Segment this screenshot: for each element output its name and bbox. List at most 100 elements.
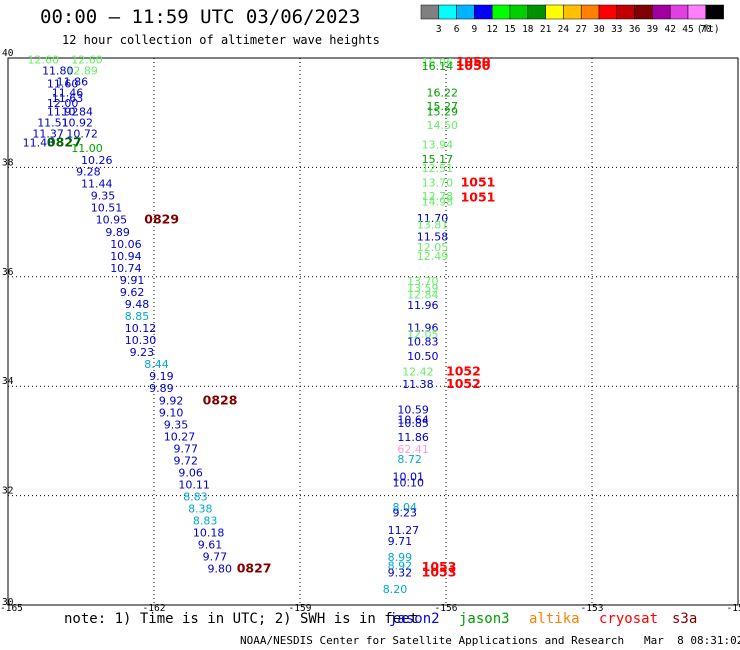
y-tick-label: 34 bbox=[2, 376, 14, 387]
wave-height-label: 9.48 bbox=[125, 298, 150, 311]
wave-height-label: 10.06 bbox=[110, 238, 142, 251]
wave-height-label: 9.62 bbox=[120, 286, 145, 299]
wave-height-label: 11.80 bbox=[42, 64, 74, 77]
wave-height-label: 9.23 bbox=[130, 346, 155, 359]
wave-height-label: 9.32 bbox=[388, 567, 413, 580]
color-tick-label: 18 bbox=[522, 24, 534, 35]
wave-height-label: 8.83 bbox=[183, 491, 208, 504]
wave-height-label: 12.60 bbox=[27, 53, 59, 66]
wave-height-label: 9.35 bbox=[91, 190, 116, 203]
wave-height-label: 10.11 bbox=[178, 478, 210, 491]
color-tick-label: 21 bbox=[540, 24, 552, 35]
wave-height-label: 10.74 bbox=[110, 262, 142, 275]
wave-height-label: 62.41 bbox=[397, 443, 429, 456]
wave-height-label: 11.96 bbox=[407, 299, 439, 312]
wave-height-label: 12.78 bbox=[422, 190, 454, 203]
wave-height-label: 11.48 bbox=[23, 137, 54, 150]
wave-height-label: 8.72 bbox=[397, 453, 422, 466]
wave-height-label: 11.60 bbox=[47, 78, 79, 91]
plot-frame bbox=[7, 57, 739, 606]
y-tick-label: 40 bbox=[2, 48, 14, 59]
pass-time-label: 0829 bbox=[144, 212, 179, 227]
color-tick-label: 6 bbox=[454, 24, 460, 35]
wave-height-label: 11.86 bbox=[397, 431, 429, 444]
x-tick-label: -150 bbox=[727, 603, 740, 614]
wave-height-label: 12.42 bbox=[402, 365, 434, 378]
pass-time-label: 0827 bbox=[237, 561, 272, 576]
pass-time-label: 0828 bbox=[203, 392, 238, 407]
wave-height-label: 12.51 bbox=[422, 162, 454, 175]
wave-height-label: 11.37 bbox=[32, 127, 64, 140]
color-tick-label: 24 bbox=[558, 24, 570, 35]
page-subtitle: 12 hour collection of altimeter wave hei… bbox=[62, 33, 380, 47]
wave-height-label: 9.10 bbox=[159, 406, 184, 419]
wave-height-label: 10.59 bbox=[397, 404, 429, 417]
pass-time-label: 1050 bbox=[456, 54, 491, 69]
wave-height-label: 9.80 bbox=[208, 563, 233, 576]
wave-height-label: 8.44 bbox=[144, 358, 169, 371]
wave-height-label: 11.51 bbox=[37, 116, 68, 129]
color-tick-label: 15 bbox=[504, 24, 515, 35]
pass-time-label: 1053 bbox=[422, 559, 457, 574]
wave-height-label: 14.50 bbox=[427, 119, 459, 132]
legend-jason2: jason2 bbox=[389, 611, 440, 627]
legend-cryosat: cryosat bbox=[599, 611, 659, 627]
wave-height-label: 9.06 bbox=[178, 466, 203, 479]
color-tick-label: 9 bbox=[472, 24, 478, 35]
wave-height-label: 8.99 bbox=[388, 551, 413, 564]
y-tick-label: 32 bbox=[2, 486, 13, 497]
plot-area: -165 -162 -159 -156 -153 -150 30 32 34 36 38 40 12.6… bbox=[0, 48, 740, 614]
wave-height-label: 16.14 bbox=[422, 60, 454, 73]
wave-height-label: 11.86 bbox=[57, 75, 89, 88]
color-tick-label: 30 bbox=[593, 24, 605, 35]
wave-height-label: 10.92 bbox=[62, 116, 94, 129]
wave-height-label: 11.27 bbox=[388, 524, 420, 537]
wave-height-label: 9.61 bbox=[198, 539, 223, 552]
wave-height-label: 10.01 bbox=[392, 470, 424, 483]
x-tick-label: -156 bbox=[435, 603, 458, 614]
legend-s3a: s3a bbox=[672, 611, 698, 627]
wave-height-label: 10.50 bbox=[407, 350, 439, 363]
wave-height-label: 10.64 bbox=[397, 413, 429, 426]
wave-height-label: 12.49 bbox=[417, 250, 449, 263]
wave-height-label: 15.29 bbox=[427, 105, 459, 118]
wave-height-label: 8.83 bbox=[193, 515, 218, 528]
color-tick-label: 70 bbox=[700, 24, 712, 35]
wave-height-label: 11.92 bbox=[47, 105, 79, 118]
color-tick-label: 39 bbox=[647, 24, 659, 35]
wave-height-label: 9.28 bbox=[76, 166, 101, 179]
pass-time-label: 1052 bbox=[446, 363, 481, 378]
wave-height-label: 11.38 bbox=[402, 378, 434, 391]
y-tick-label: 38 bbox=[2, 157, 14, 168]
page-title: 00:00 – 11:59 UTC 03/06/2023 bbox=[40, 6, 361, 28]
wave-height-label: 9.77 bbox=[203, 551, 228, 564]
wave-height-label: 11.70 bbox=[417, 212, 449, 225]
wave-height-label: 10.95 bbox=[96, 214, 128, 227]
wave-height-label: 13.94 bbox=[422, 138, 454, 151]
wave-height-label: 11.44 bbox=[81, 178, 113, 191]
y-tick-label: 30 bbox=[2, 597, 14, 608]
pass-time-label: 1053 bbox=[422, 565, 457, 580]
wave-height-label: 9.19 bbox=[149, 370, 174, 383]
wave-height-label: 9.89 bbox=[105, 226, 130, 239]
wave-height-label: 10.72 bbox=[66, 127, 98, 140]
color-tick-label: 27 bbox=[575, 24, 586, 35]
wave-height-label: 8.38 bbox=[188, 503, 213, 516]
x-tick-label: -162 bbox=[143, 603, 166, 614]
wave-height-label: 12.89 bbox=[66, 64, 98, 77]
wave-height-label: 9.72 bbox=[173, 454, 198, 467]
wave-height-label: 8.04 bbox=[392, 501, 417, 514]
color-tick-label: 45 bbox=[682, 24, 693, 35]
wave-height-label: 11.00 bbox=[71, 142, 103, 155]
wave-height-label: 12.60 bbox=[71, 53, 103, 66]
color-tick-label: 3 bbox=[436, 24, 442, 35]
color-swatch bbox=[705, 4, 724, 20]
wave-height-label: 11.96 bbox=[407, 322, 439, 335]
color-tick-label: 36 bbox=[629, 24, 641, 35]
color-tick-label: 33 bbox=[611, 24, 622, 35]
credit-line: NOAA/NESDIS Center for Satellite Applica… bbox=[240, 634, 740, 647]
pass-time-label: 1051 bbox=[461, 189, 496, 204]
pass-time-label: 0827 bbox=[47, 135, 82, 150]
y-tick-label: 36 bbox=[2, 267, 14, 278]
